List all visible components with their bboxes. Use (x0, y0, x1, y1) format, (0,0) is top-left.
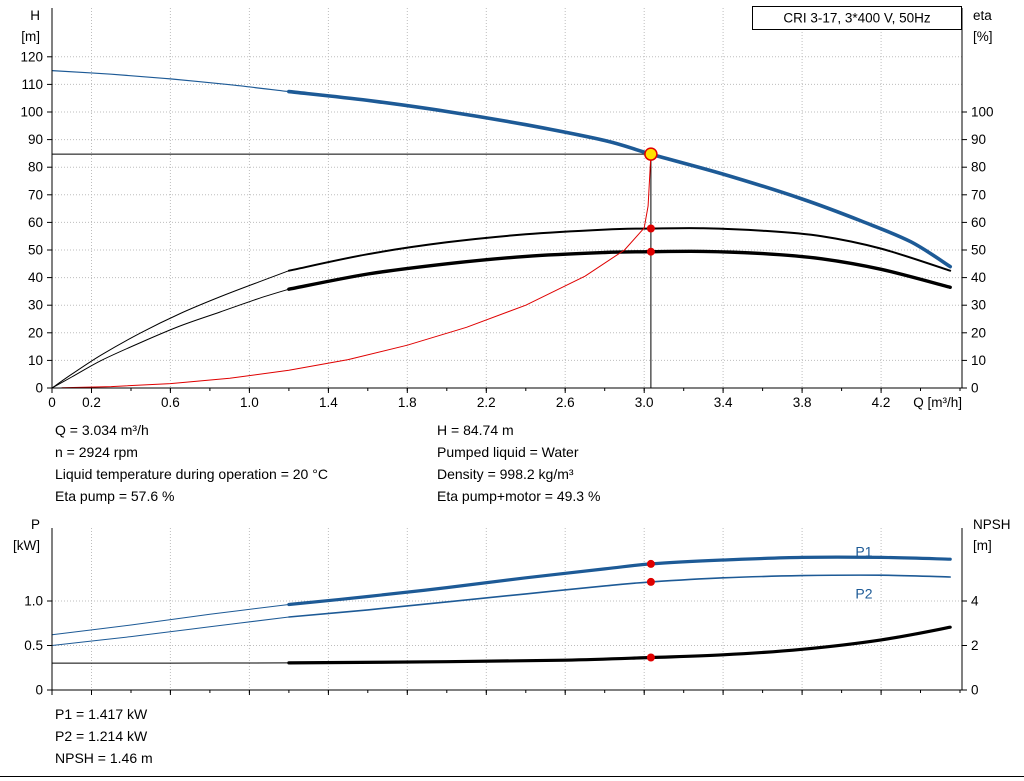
x-tick-label: 1.8 (398, 395, 417, 410)
x-tick-label: 0.6 (161, 395, 180, 410)
y-right-tick-label: 0 (971, 381, 979, 396)
y-left-tick-label: 100 (20, 105, 43, 120)
p2-curve (288, 574, 951, 618)
y-left-tick-label: 90 (28, 132, 43, 147)
axes: 0 0.5 1.0 0 2 4 (24, 528, 979, 698)
y-right-tick-label: 40 (971, 270, 986, 285)
y-left-tick-label: 40 (28, 270, 43, 285)
y-right-axis-title: eta (973, 8, 992, 23)
duty-eta-total-text: Eta pump+motor = 49.3 % (437, 488, 601, 504)
npsh-curve (287, 625, 952, 665)
y-left-tick-label: 0.5 (24, 638, 43, 653)
x-tick-label: 1.4 (319, 395, 338, 410)
duty-q-text: Q = 3.034 m³/h (55, 422, 149, 438)
duty-liquid-text: Pumped liquid = Water (437, 444, 579, 460)
y-left-tick-label: 110 (21, 77, 43, 92)
y-left-tick-label: 30 (28, 298, 43, 313)
y-left-axis-unit: [m] (21, 29, 40, 44)
x-tick-label: 1.0 (240, 395, 259, 410)
series-label-p1: P1 (855, 543, 872, 559)
gridlines (52, 8, 962, 388)
y-left-tick-label: 80 (28, 160, 43, 175)
x-tick-label: 3.4 (714, 395, 733, 410)
eta-pump-point (646, 224, 655, 233)
p2-value-text: P2 = 1.214 kW (55, 728, 148, 744)
y-left-axis-title: H (30, 8, 40, 23)
axes: 0 10 20 30 40 50 60 70 80 90 100 110 120 0 10 20 30 40 50 6… (20, 8, 994, 410)
y-left-tick-label: 20 (28, 325, 43, 340)
y-left-tick-label: 70 (28, 187, 43, 202)
eta-total-point (646, 247, 655, 256)
y-left-tick-label: 10 (28, 353, 43, 368)
duty-info-left-column: Q = 3.034 m³/h n = 2924 rpm Liquid tempe… (55, 419, 328, 507)
x-tick-label: 0 (48, 395, 56, 410)
duty-eta-pump-text: Eta pump = 57.6 % (55, 488, 175, 504)
footer-divider (0, 776, 1024, 777)
chart-title: CRI 3-17, 3*400 V, 50Hz (783, 11, 931, 26)
duty-system-curve (61, 153, 652, 389)
x-tick-label: 0.2 (82, 395, 101, 410)
duty-temp-text: Liquid temperature during operation = 20… (55, 466, 328, 482)
y-right-tick-label: 70 (971, 187, 986, 202)
power-info-column: P1 = 1.417 kW P2 = 1.214 kW NPSH = 1.46 … (55, 703, 153, 769)
y-right-tick-label: 20 (971, 325, 986, 340)
p1-value-text: P1 = 1.417 kW (55, 706, 148, 722)
eta-pump-curve-lead (51, 270, 290, 389)
p2-curve-lead (51, 616, 290, 646)
npsh-point (646, 653, 655, 662)
x-tick-label: 3.0 (635, 395, 654, 410)
x-tick-label: 2.2 (477, 395, 496, 410)
eta-total-curve (287, 249, 952, 291)
duty-density-text: Density = 998.2 kg/m³ (437, 466, 574, 482)
y-right-tick-label: 60 (971, 215, 986, 230)
x-tick-label: 2.6 (556, 395, 575, 410)
y-right-tick-label: 50 (971, 243, 986, 258)
p1-curve (287, 555, 952, 607)
y-right-tick-label: 80 (971, 160, 986, 175)
chart-title-box (752, 6, 962, 30)
eta-total-curve-lead (51, 288, 290, 389)
y-right-axis-unit: [%] (973, 29, 993, 44)
x-axis-title: Q [m³/h] (913, 395, 962, 410)
y-left-tick-label: 0 (35, 381, 43, 396)
x-tick-label: 3.8 (793, 395, 812, 410)
p1-curve-lead (51, 604, 290, 636)
hq-eta-chart: 0 10 20 30 40 50 60 70 80 90 100 110 120 0 10 20 30 40 50 6… (20, 6, 994, 410)
y-right-tick-label: 2 (971, 638, 979, 653)
y-right-tick-label: 90 (971, 132, 986, 147)
duty-n-text: n = 2924 rpm (55, 444, 138, 460)
gridlines (52, 528, 962, 690)
y-right-axis-title: NPSH (973, 517, 1011, 532)
series-label-p2: P2 (855, 585, 872, 601)
head-curve-lead (51, 70, 290, 93)
y-left-tick-label: 60 (28, 215, 43, 230)
y-right-tick-label: 10 (971, 353, 986, 368)
y-left-tick-label: 1.0 (24, 593, 43, 608)
y-left-axis-title: P (31, 517, 40, 532)
y-right-tick-label: 30 (971, 298, 986, 313)
p1-point (646, 559, 655, 568)
y-left-axis-unit: [kW] (13, 538, 40, 553)
duty-point (644, 147, 658, 161)
x-tick-label: 4.2 (872, 395, 891, 410)
head-curve (287, 89, 952, 269)
y-right-tick-label: 4 (971, 593, 979, 608)
y-left-tick-label: 50 (28, 243, 43, 258)
y-right-axis-unit: [m] (973, 538, 992, 553)
y-right-tick-label: 0 (971, 683, 979, 698)
y-left-tick-label: 120 (20, 49, 43, 64)
y-left-tick-label: 0 (35, 683, 43, 698)
p2-point (646, 577, 655, 586)
y-right-tick-label: 100 (971, 105, 994, 120)
power-npsh-chart: 0 0.5 1.0 0 2 4 P [kW] NPSH [m] P1 P2 (13, 517, 1011, 698)
npsh-value-text: NPSH = 1.46 m (55, 750, 153, 766)
duty-h-text: H = 84.74 m (437, 422, 514, 438)
duty-info-right-column: H = 84.74 m Pumped liquid = Water Densit… (437, 419, 600, 507)
